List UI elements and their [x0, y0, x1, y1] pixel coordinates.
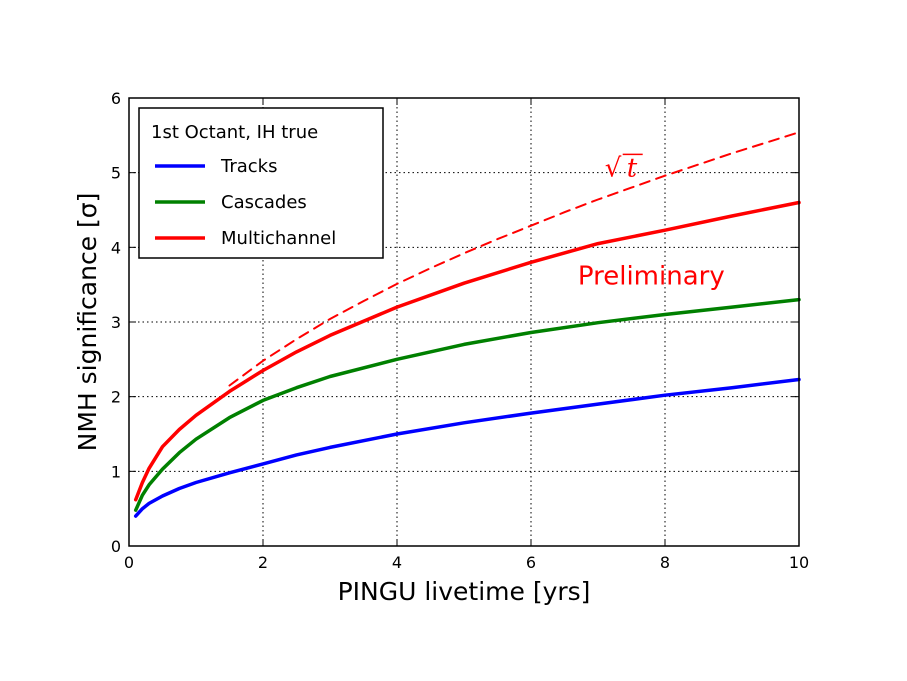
y-tick-label: 0 — [111, 537, 121, 556]
series-line-cascades — [133, 297, 801, 512]
x-axis-label: PINGU livetime [yrs] — [338, 577, 591, 606]
axis-ticks: 0 2 4 6 8 10 0 1 2 3 4 5 6 — [111, 89, 809, 572]
sqrt-radical: √ — [605, 153, 622, 183]
y-tick-label: 4 — [111, 238, 121, 257]
grid-lines — [129, 98, 799, 546]
sqrt-t-label: t — [627, 153, 638, 183]
y-tick-label: 3 — [111, 313, 121, 332]
x-tick-label: 10 — [789, 553, 809, 572]
y-axis-label: NMH significance [σ] — [73, 193, 102, 452]
series-line-multichannel — [133, 200, 801, 502]
x-tick-label: 6 — [526, 553, 536, 572]
series-lines — [133, 131, 801, 518]
x-tick-label: 4 — [392, 553, 402, 572]
y-tick-label: 6 — [111, 89, 121, 108]
preliminary-annotation: Preliminary — [578, 262, 725, 292]
y-tick-label: 1 — [111, 462, 121, 481]
legend-entry-label: Multichannel — [221, 228, 336, 249]
legend: 1st Octant, IH true Tracks Cascades Multic… — [138, 107, 384, 259]
legend-entry-label: Tracks — [220, 156, 277, 177]
sqrt-t-annotation: √ t — [605, 153, 643, 183]
y-tick-label: 5 — [111, 164, 121, 183]
legend-title: 1st Octant, IH true — [151, 122, 318, 143]
x-tick-label: 0 — [124, 553, 134, 572]
legend-entry-label: Cascades — [221, 192, 307, 213]
x-tick-label: 8 — [660, 553, 670, 572]
legend-box — [138, 107, 384, 259]
x-tick-label: 2 — [258, 553, 268, 572]
series-line-tracks — [133, 377, 801, 518]
y-tick-label: 2 — [111, 388, 121, 407]
series-line-t — [228, 131, 800, 387]
